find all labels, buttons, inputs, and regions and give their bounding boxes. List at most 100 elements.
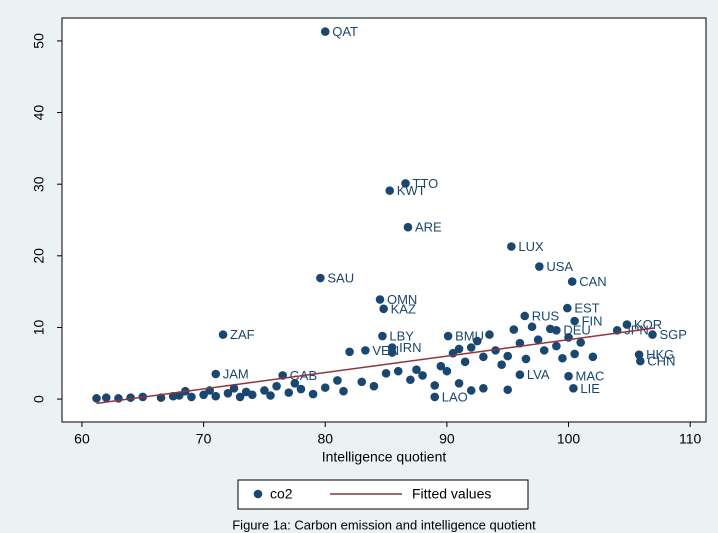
x-tick-label: 80 (317, 431, 333, 447)
point (223, 389, 233, 398)
point-label: MAC (576, 369, 605, 384)
point-label: QAT (332, 24, 358, 39)
point-label: FIN (582, 313, 603, 328)
point (636, 356, 645, 366)
point (229, 384, 239, 393)
point (393, 366, 403, 376)
point (378, 331, 387, 341)
plot-area (61, 17, 707, 423)
point (266, 391, 275, 400)
point (576, 338, 586, 347)
point (379, 304, 388, 314)
legend-label: co2 (270, 486, 293, 502)
point (320, 383, 330, 392)
point (333, 376, 342, 385)
point (443, 331, 453, 341)
point-label: HKG (646, 347, 674, 362)
point (375, 295, 385, 304)
point (466, 386, 476, 395)
x-tick-label: 100 (557, 431, 581, 447)
point (247, 390, 257, 400)
point (569, 384, 578, 393)
point (218, 330, 228, 339)
point (284, 388, 294, 397)
point (401, 179, 410, 188)
point (460, 357, 470, 367)
point (357, 377, 367, 387)
point (418, 371, 427, 380)
point (570, 349, 579, 359)
point (473, 336, 482, 346)
point (497, 360, 506, 369)
x-tick-label: 110 (679, 431, 702, 447)
point (199, 390, 208, 400)
point-label: IRN (399, 340, 421, 355)
y-tick-label: 0 (31, 395, 47, 403)
point-label: TTO (413, 176, 439, 191)
point (509, 325, 519, 334)
point (503, 385, 513, 395)
point-label: EST (574, 301, 599, 316)
point (485, 330, 494, 339)
point-label: OMN (387, 292, 417, 307)
point (479, 352, 488, 362)
point-label: ZAF (230, 327, 255, 342)
legend-label: Fitted values (412, 486, 491, 502)
point (296, 384, 306, 394)
point (320, 27, 330, 36)
y-tick-label: 30 (31, 176, 47, 192)
point (174, 391, 184, 400)
point-label: CAN (579, 274, 606, 289)
point (648, 330, 657, 339)
point (545, 324, 555, 334)
y-tick-label: 40 (31, 105, 47, 121)
point (479, 384, 488, 393)
point (558, 353, 567, 363)
point-label: LAO (442, 389, 468, 404)
point-label: LVA (527, 367, 550, 382)
point (520, 311, 530, 321)
x-tick-label: 60 (74, 431, 90, 447)
point (385, 186, 395, 195)
y-tick-label: 50 (31, 33, 47, 49)
point (521, 354, 531, 364)
caption: Figure 1a: Carbon emission and intellige… (232, 517, 536, 532)
point (588, 352, 598, 362)
fitted-line (96, 327, 654, 405)
point (361, 346, 370, 355)
point-label: ARE (415, 220, 442, 235)
point (507, 242, 516, 251)
point (345, 347, 354, 357)
point-label: CHN (647, 354, 675, 369)
point (187, 392, 196, 402)
point (634, 350, 644, 359)
point (515, 370, 525, 380)
point (442, 366, 452, 376)
point-label: LBY (389, 328, 414, 343)
point-label: SAU (327, 270, 354, 285)
point (381, 368, 391, 378)
point (466, 343, 476, 352)
point (290, 379, 300, 388)
point-label: USA (546, 259, 573, 274)
point (539, 346, 549, 355)
legend-marker (253, 489, 263, 499)
point (430, 392, 440, 402)
point (339, 386, 348, 396)
point-label: RUS (532, 308, 560, 323)
point (564, 371, 573, 381)
point (622, 320, 632, 329)
point (412, 365, 421, 375)
point (552, 341, 561, 351)
point (316, 273, 325, 283)
point (454, 379, 464, 388)
point (211, 369, 221, 379)
x-tick-label: 90 (439, 431, 455, 447)
point (535, 262, 544, 271)
point (308, 389, 318, 399)
point (436, 361, 446, 371)
y-tick-label: 10 (31, 319, 47, 335)
point (533, 335, 543, 344)
point (92, 394, 101, 403)
